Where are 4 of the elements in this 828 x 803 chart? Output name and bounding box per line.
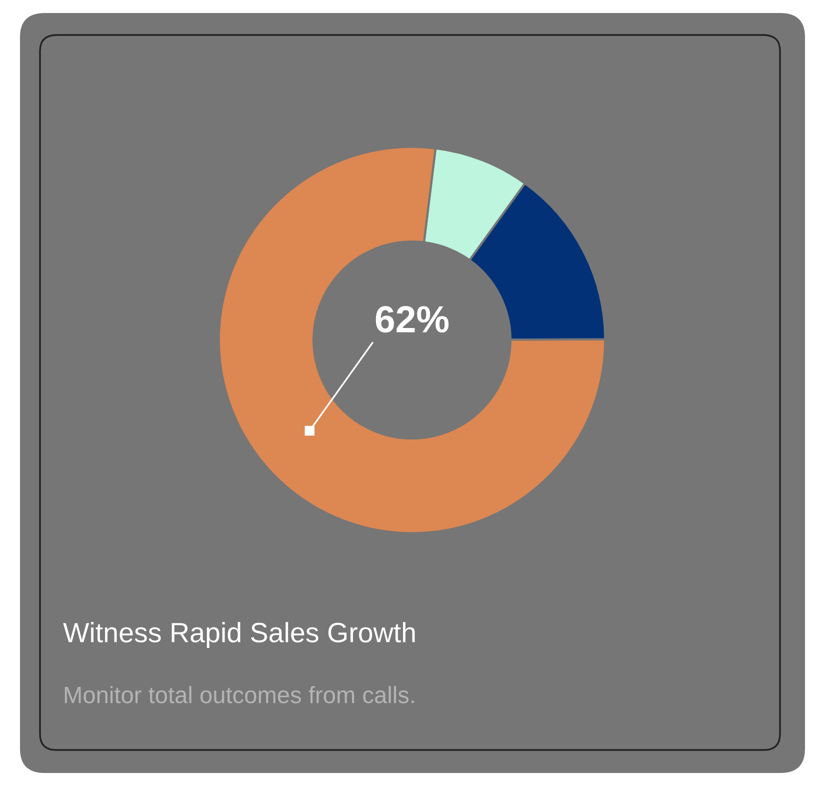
text: Witness Rapid Sales Growth bbox=[63, 622, 415, 648]
text: Monitor total outcomes from calls. bbox=[64, 686, 414, 704]
donut-slice bbox=[218, 146, 606, 534]
text: 62% bbox=[376, 306, 449, 333]
